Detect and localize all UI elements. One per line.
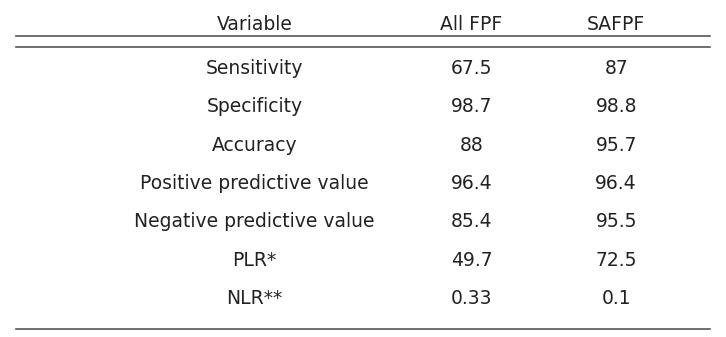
Text: SAFPF: SAFPF — [587, 15, 645, 34]
Text: 87: 87 — [604, 59, 628, 78]
Text: Positive predictive value: Positive predictive value — [140, 174, 369, 193]
Text: Negative predictive value: Negative predictive value — [134, 212, 375, 232]
Text: 0.1: 0.1 — [601, 289, 631, 308]
Text: 0.33: 0.33 — [451, 289, 492, 308]
Text: Sensitivity: Sensitivity — [205, 59, 303, 78]
Text: 95.7: 95.7 — [595, 135, 637, 155]
Text: 88: 88 — [460, 135, 484, 155]
Text: Variable: Variable — [216, 15, 293, 34]
Text: 98.7: 98.7 — [451, 97, 492, 116]
Text: 95.5: 95.5 — [595, 212, 637, 232]
Text: 49.7: 49.7 — [451, 251, 492, 270]
Text: NLR**: NLR** — [227, 289, 282, 308]
Text: Specificity: Specificity — [206, 97, 303, 116]
Text: 98.8: 98.8 — [595, 97, 637, 116]
Text: 67.5: 67.5 — [451, 59, 492, 78]
Text: PLR*: PLR* — [232, 251, 277, 270]
Text: Accuracy: Accuracy — [212, 135, 298, 155]
Text: 85.4: 85.4 — [451, 212, 492, 232]
Text: 96.4: 96.4 — [595, 174, 637, 193]
Text: 96.4: 96.4 — [451, 174, 492, 193]
Text: All FPF: All FPF — [441, 15, 502, 34]
Text: 72.5: 72.5 — [595, 251, 637, 270]
